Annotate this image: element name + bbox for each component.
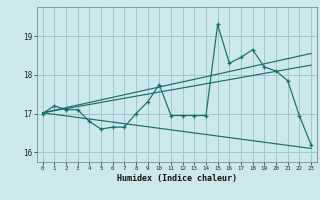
X-axis label: Humidex (Indice chaleur): Humidex (Indice chaleur) [117, 174, 237, 183]
